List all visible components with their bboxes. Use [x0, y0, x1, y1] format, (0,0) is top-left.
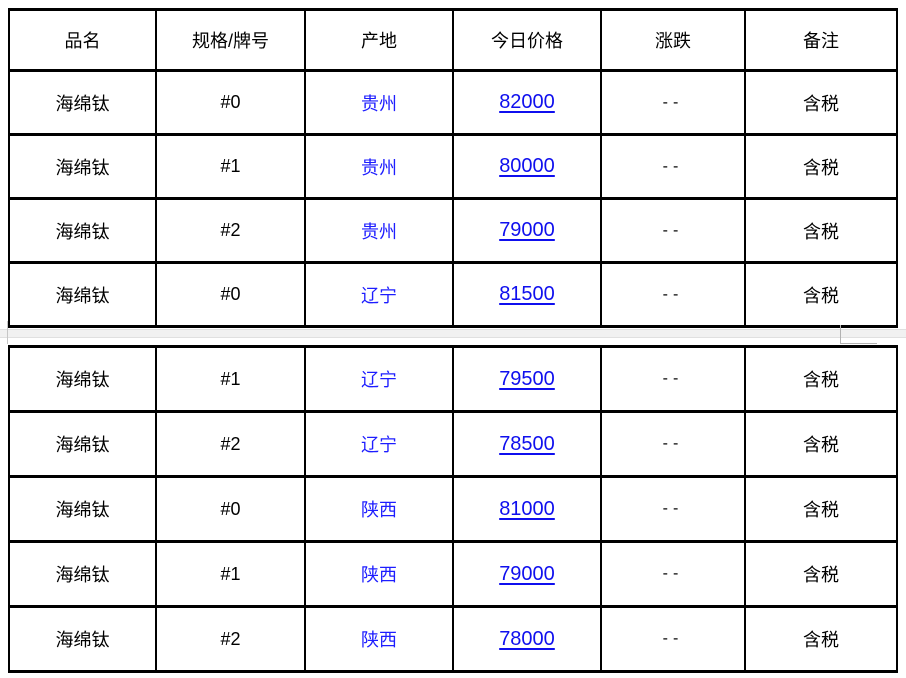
column-header-name: 品名 — [8, 8, 157, 72]
price-link[interactable]: 82000 — [499, 91, 555, 113]
cell-spec: #2 — [155, 197, 306, 264]
price-link[interactable]: 79000 — [499, 562, 555, 585]
cell-note: 含税 — [744, 605, 898, 673]
origin-link[interactable]: 贵州 — [361, 221, 397, 242]
cell-origin: 辽宁 — [304, 261, 454, 328]
cell-price: 80000 — [452, 133, 602, 200]
table-row: 海绵钛 #0 贵州 82000 -- 含税 — [8, 69, 898, 136]
cell-spec: #2 — [155, 410, 306, 478]
cell-spec: #1 — [155, 540, 306, 608]
section-divider-scroll-track — [0, 329, 906, 338]
cell-origin: 贵州 — [304, 197, 454, 264]
origin-link[interactable]: 辽宁 — [361, 370, 397, 390]
cell-note: 含税 — [744, 345, 898, 413]
cell-change: -- — [600, 410, 746, 478]
gridline-fragment-right-horizontal — [840, 343, 877, 344]
column-header-note: 备注 — [744, 8, 898, 72]
cell-origin: 陕西 — [304, 605, 454, 673]
column-header-price: 今日价格 — [452, 8, 602, 72]
price-link[interactable]: 79000 — [499, 219, 555, 241]
header-row: 品名 规格/牌号 产地 今日价格 涨跌 备注 — [8, 8, 898, 72]
cell-price: 79000 — [452, 540, 602, 608]
cell-name: 海绵钛 — [8, 410, 157, 478]
price-table-top-section: 品名 规格/牌号 产地 今日价格 涨跌 备注 海绵钛 #0 贵州 82000 -- 含税 海绵钛 #1 贵… — [8, 8, 898, 328]
cell-change: -- — [600, 475, 746, 543]
cell-origin: 辽宁 — [304, 410, 454, 478]
cell-name: 海绵钛 — [8, 261, 157, 328]
cell-origin: 辽宁 — [304, 345, 454, 413]
cell-price: 79500 — [452, 345, 602, 413]
table-body-top: 海绵钛 #0 贵州 82000 -- 含税 海绵钛 #1 贵州 80000 -- 含税 海绵钛 #2 贵州 7… — [8, 69, 898, 328]
cell-name: 海绵钛 — [8, 69, 157, 136]
cell-origin: 贵州 — [304, 69, 454, 136]
cell-name: 海绵钛 — [8, 197, 157, 264]
cell-note: 含税 — [744, 475, 898, 543]
cell-price: 81500 — [452, 261, 602, 328]
origin-link[interactable]: 贵州 — [361, 93, 397, 114]
cell-origin: 陕西 — [304, 540, 454, 608]
table-body-bottom: 海绵钛 #1 辽宁 79500 -- 含税 海绵钛 #2 辽宁 78500 -- 含税 海绵钛 #0 陕西 8… — [8, 345, 898, 673]
origin-link[interactable]: 陕西 — [361, 500, 397, 520]
table-row: 海绵钛 #0 辽宁 81500 -- 含税 — [8, 261, 898, 328]
cell-note: 含税 — [744, 133, 898, 200]
origin-link[interactable]: 贵州 — [361, 157, 397, 178]
cell-spec: #1 — [155, 345, 306, 413]
table-row: 海绵钛 #2 贵州 79000 -- 含税 — [8, 197, 898, 264]
cell-spec: #0 — [155, 69, 306, 136]
price-link[interactable]: 81500 — [499, 283, 555, 305]
column-header-spec: 规格/牌号 — [155, 8, 306, 72]
table-row: 海绵钛 #0 陕西 81000 -- 含税 — [8, 475, 898, 543]
cell-name: 海绵钛 — [8, 540, 157, 608]
price-table-bottom-section: 海绵钛 #1 辽宁 79500 -- 含税 海绵钛 #2 辽宁 78500 -- 含税 海绵钛 #0 陕西 8… — [8, 345, 898, 673]
cell-spec: #0 — [155, 261, 306, 328]
gridline-fragment-right-vertical — [840, 325, 841, 344]
table-row: 海绵钛 #2 陕西 78000 -- 含税 — [8, 605, 898, 673]
price-link[interactable]: 80000 — [499, 155, 555, 177]
cell-spec: #0 — [155, 475, 306, 543]
origin-link[interactable]: 陕西 — [361, 630, 397, 650]
cell-name: 海绵钛 — [8, 345, 157, 413]
origin-link[interactable]: 辽宁 — [361, 435, 397, 455]
cell-note: 含税 — [744, 410, 898, 478]
cell-change: -- — [600, 133, 746, 200]
cell-price: 78000 — [452, 605, 602, 673]
column-header-origin: 产地 — [304, 8, 454, 72]
cell-origin: 陕西 — [304, 475, 454, 543]
cell-spec: #1 — [155, 133, 306, 200]
cell-change: -- — [600, 69, 746, 136]
table-row: 海绵钛 #1 贵州 80000 -- 含税 — [8, 133, 898, 200]
gridline-fragment-left — [7, 321, 8, 344]
cell-note: 含税 — [744, 69, 898, 136]
table-row: 海绵钛 #2 辽宁 78500 -- 含税 — [8, 410, 898, 478]
table-row: 海绵钛 #1 陕西 79000 -- 含税 — [8, 540, 898, 608]
origin-link[interactable]: 辽宁 — [361, 285, 397, 306]
cell-price: 79000 — [452, 197, 602, 264]
price-link[interactable]: 81000 — [499, 497, 555, 520]
cell-change: -- — [600, 261, 746, 328]
cell-change: -- — [600, 540, 746, 608]
cell-price: 78500 — [452, 410, 602, 478]
cell-price: 82000 — [452, 69, 602, 136]
price-link[interactable]: 79500 — [499, 367, 555, 390]
cell-note: 含税 — [744, 540, 898, 608]
cell-note: 含税 — [744, 261, 898, 328]
origin-link[interactable]: 陕西 — [361, 565, 397, 585]
cell-change: -- — [600, 345, 746, 413]
cell-name: 海绵钛 — [8, 605, 157, 673]
cell-change: -- — [600, 605, 746, 673]
cell-name: 海绵钛 — [8, 133, 157, 200]
price-link[interactable]: 78500 — [499, 432, 555, 455]
column-header-change: 涨跌 — [600, 8, 746, 72]
cell-price: 81000 — [452, 475, 602, 543]
cell-origin: 贵州 — [304, 133, 454, 200]
table-row: 海绵钛 #1 辽宁 79500 -- 含税 — [8, 345, 898, 413]
cell-name: 海绵钛 — [8, 475, 157, 543]
cell-note: 含税 — [744, 197, 898, 264]
cell-spec: #2 — [155, 605, 306, 673]
price-link[interactable]: 78000 — [499, 627, 555, 650]
cell-change: -- — [600, 197, 746, 264]
